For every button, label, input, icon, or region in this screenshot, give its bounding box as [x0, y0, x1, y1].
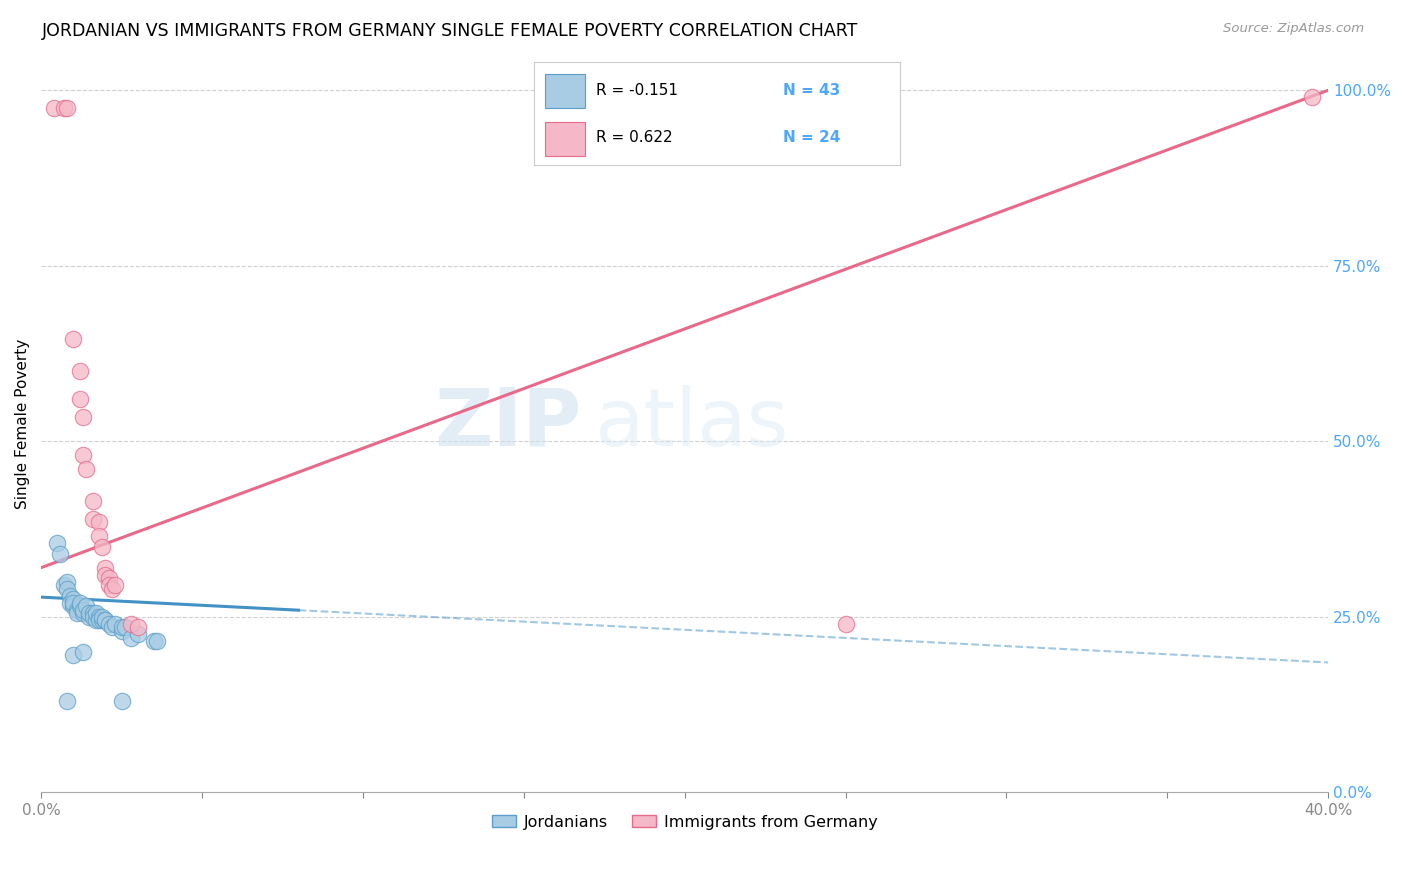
Point [94, 613, 117, 627]
Point [65, 607, 87, 621]
Point [42, 101, 65, 115]
Text: R = -0.151: R = -0.151 [596, 83, 679, 98]
Point [87, 613, 110, 627]
Point [142, 634, 165, 648]
Point [52, 578, 75, 592]
Point [110, 624, 132, 638]
Point [97, 578, 120, 592]
Point [59, 596, 82, 610]
Point [101, 582, 124, 596]
Point [72, 603, 94, 617]
Point [65, 603, 87, 617]
Point [114, 620, 136, 634]
Point [146, 634, 169, 648]
Point [87, 609, 110, 624]
Point [62, 599, 84, 614]
Point [91, 540, 114, 554]
Point [84, 613, 107, 627]
Point [120, 631, 142, 645]
Point [101, 620, 124, 634]
Point [62, 592, 84, 607]
Point [49, 547, 72, 561]
Text: ZIP: ZIP [434, 384, 582, 463]
Point [104, 616, 127, 631]
Point [79, 607, 101, 621]
Point [79, 609, 101, 624]
Point [56, 582, 79, 596]
Point [52, 101, 75, 115]
Point [75, 599, 97, 614]
Point [94, 560, 117, 574]
Point [91, 609, 114, 624]
Legend: Jordanians, Immigrants from Germany: Jordanians, Immigrants from Germany [485, 808, 884, 836]
Bar [546, 74, 585, 108]
Point [87, 515, 110, 529]
Point [69, 364, 91, 378]
Point [82, 609, 104, 624]
Y-axis label: Single Female Poverty: Single Female Poverty [15, 339, 30, 508]
Point [84, 607, 107, 621]
Point [56, 694, 79, 708]
Point [69, 599, 91, 614]
Point [104, 578, 127, 592]
Point [110, 620, 132, 634]
Point [87, 529, 110, 543]
Point [72, 607, 94, 621]
Point [62, 596, 84, 610]
Point [59, 589, 82, 603]
Point [82, 494, 104, 508]
Point [46, 536, 69, 550]
Point [110, 694, 132, 708]
Point [56, 574, 79, 589]
Point [82, 607, 104, 621]
Point [69, 392, 91, 406]
Point [82, 511, 104, 525]
Point [127, 620, 149, 634]
Point [1301, 90, 1323, 104]
Bar [546, 122, 585, 156]
Text: N = 24: N = 24 [783, 130, 841, 145]
Point [72, 448, 94, 462]
Text: R = 0.622: R = 0.622 [596, 130, 673, 145]
Point [94, 613, 117, 627]
Point [72, 645, 94, 659]
Point [97, 571, 120, 585]
Point [75, 462, 97, 476]
Point [56, 101, 79, 115]
Point [91, 613, 114, 627]
Text: Source: ZipAtlas.com: Source: ZipAtlas.com [1223, 22, 1364, 36]
Point [834, 616, 856, 631]
Point [94, 567, 117, 582]
Text: JORDANIAN VS IMMIGRANTS FROM GERMANY SINGLE FEMALE POVERTY CORRELATION CHART: JORDANIAN VS IMMIGRANTS FROM GERMANY SIN… [42, 22, 859, 40]
Point [62, 648, 84, 663]
Point [127, 627, 149, 641]
Point [72, 409, 94, 424]
Text: atlas: atlas [595, 384, 789, 463]
Point [69, 596, 91, 610]
Point [97, 616, 120, 631]
Point [62, 333, 84, 347]
Text: N = 43: N = 43 [783, 83, 841, 98]
Point [120, 616, 142, 631]
